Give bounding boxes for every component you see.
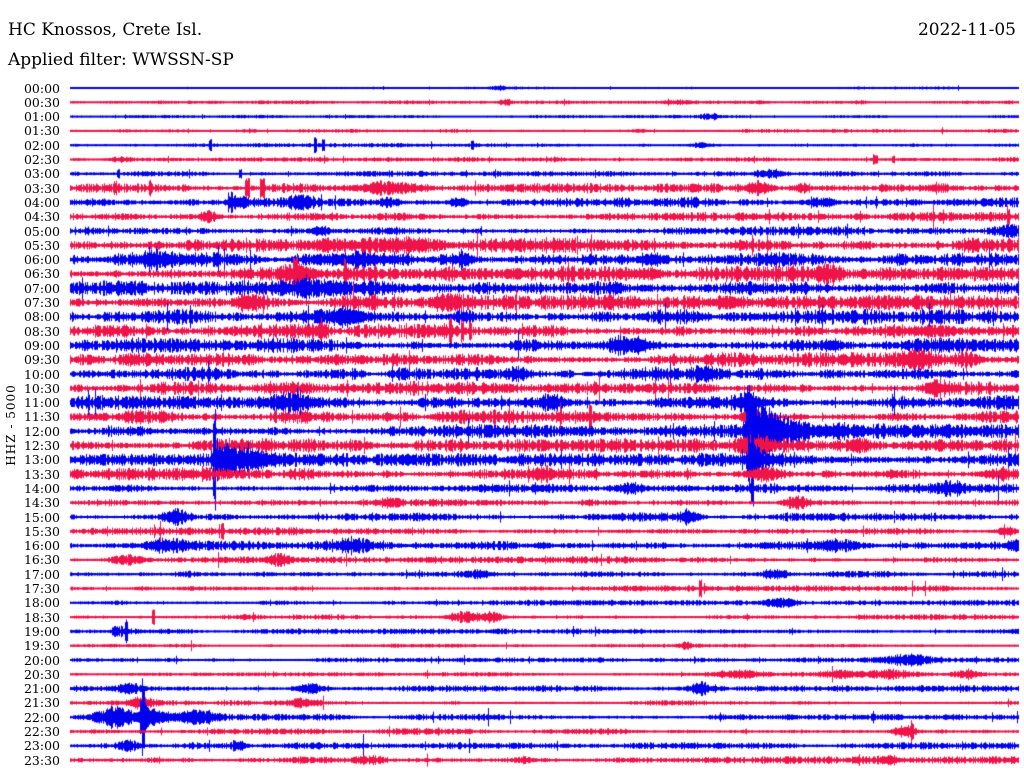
trace-time-label: 09:30 — [23, 352, 60, 368]
trace-time-label: 00:00 — [23, 80, 60, 96]
trace-time-label: 17:30 — [23, 581, 60, 596]
trace-time-label: 14:30 — [23, 495, 60, 511]
trace-time-label: 11:30 — [23, 409, 60, 425]
trace-time-label: 12:00 — [23, 423, 60, 439]
trace-time-label: 16:00 — [23, 538, 60, 554]
trace-time-label: 07:00 — [23, 280, 60, 296]
station-title: HC Knossos, Crete Isl. — [8, 20, 203, 40]
trace-time-label: 10:30 — [23, 380, 60, 396]
trace-time-label: 21:30 — [23, 695, 60, 711]
trace-time-label: 10:00 — [23, 366, 60, 382]
trace-time-label: 04:30 — [23, 209, 60, 225]
trace-time-label: 03:00 — [23, 166, 60, 182]
plot-date: 2022-11-05 — [917, 20, 1016, 40]
trace-time-label: 02:30 — [23, 152, 60, 167]
trace-time-label: 01:30 — [23, 123, 60, 139]
trace-time-label: 04:00 — [23, 194, 60, 210]
trace-time-label: 12:30 — [23, 438, 60, 453]
trace-time-label: 14:00 — [23, 480, 60, 496]
trace-time-label: 22:30 — [23, 724, 60, 739]
trace-time-label: 23:00 — [23, 738, 60, 754]
trace-time-label: 00:30 — [23, 94, 60, 110]
trace-time-label: 07:30 — [23, 295, 60, 310]
trace-time-label: 08:00 — [23, 309, 60, 325]
trace-time-label: 21:00 — [23, 681, 60, 697]
applied-filter-label: Applied filter: WWSSN-SP — [8, 50, 234, 70]
trace-time-label: 08:30 — [23, 323, 60, 339]
trace-time-label: 13:30 — [23, 466, 60, 482]
trace-time-label: 20:00 — [23, 652, 60, 668]
trace-time-label: 06:30 — [23, 266, 60, 282]
trace-time-label: 17:00 — [23, 566, 60, 582]
trace-time-label: 11:00 — [23, 395, 60, 411]
trace-time-label: 23:30 — [23, 752, 60, 768]
trace-time-label: 05:30 — [23, 237, 60, 253]
trace-time-label: 01:00 — [23, 109, 60, 125]
trace-time-label: 19:00 — [23, 623, 60, 639]
trace-time-label: 18:30 — [23, 609, 60, 625]
trace-time-label: 03:30 — [23, 180, 60, 196]
trace-time-label: 06:00 — [23, 252, 60, 268]
trace-time-label: 13:00 — [23, 452, 60, 468]
trace-time-label: 15:30 — [23, 523, 60, 539]
trace-time-label: 19:30 — [23, 638, 60, 654]
trace-time-label: 18:00 — [23, 595, 60, 611]
trace-time-label: 22:00 — [23, 709, 60, 725]
trace-time-label: 16:30 — [23, 552, 60, 568]
trace-time-label: 20:30 — [23, 666, 60, 682]
trace-time-label: 09:00 — [23, 337, 60, 353]
trace-time-label: 02:00 — [23, 137, 60, 153]
trace-time-label: 15:00 — [23, 509, 60, 525]
trace-time-label: 05:00 — [23, 223, 60, 239]
